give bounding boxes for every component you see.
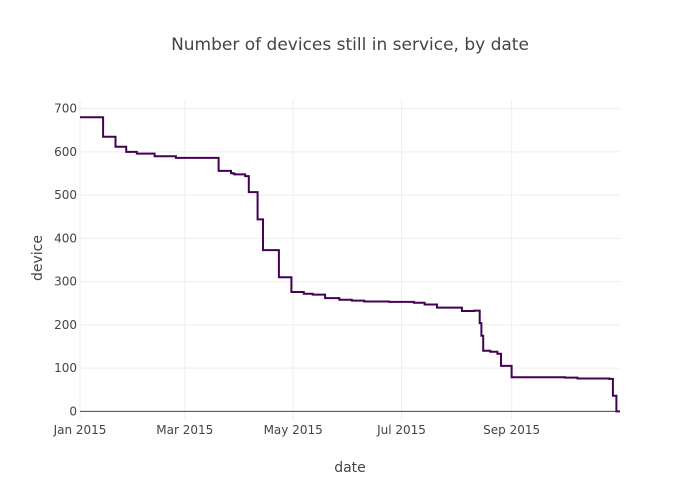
x-tick-label: Jul 2015 — [376, 423, 426, 437]
x-tick-label: Sep 2015 — [483, 423, 540, 437]
y-axis-label: device — [30, 235, 46, 281]
y-tick-label: 200 — [54, 318, 77, 332]
y-tick-label: 600 — [54, 145, 77, 159]
x-tick-label: Mar 2015 — [156, 423, 213, 437]
y-tick-label: 0 — [69, 404, 77, 418]
x-axis-label: date — [334, 460, 366, 476]
y-tick-label: 500 — [54, 188, 77, 202]
y-tick-label: 300 — [54, 275, 77, 289]
y-tick-label: 700 — [54, 102, 77, 116]
chart-title: Number of devices still in service, by d… — [171, 35, 529, 55]
x-tick-label: Jan 2015 — [53, 423, 107, 437]
x-tick-label: May 2015 — [264, 423, 323, 437]
y-tick-label: 100 — [54, 361, 77, 375]
y-tick-label: 400 — [54, 231, 77, 245]
